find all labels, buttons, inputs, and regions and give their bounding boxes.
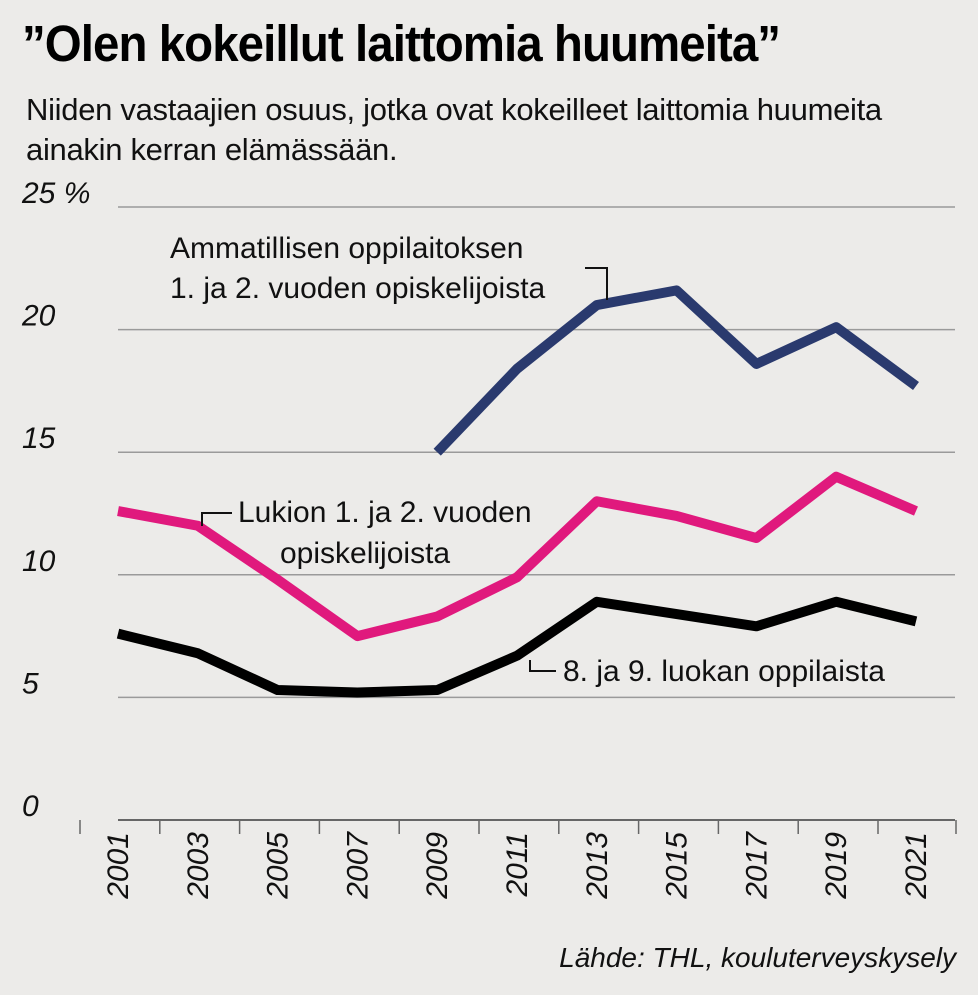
series-label-lukio: opiskelijoista bbox=[280, 537, 450, 570]
gridlines bbox=[118, 206, 955, 821]
x-tick-label: 2017 bbox=[740, 831, 773, 900]
x-axis-ticks: 2001 2003 2005 2007 2009 2011 2013 2015 2017 2019… bbox=[79, 820, 957, 900]
x-tick-label: 2009 bbox=[421, 832, 454, 900]
x-tick-label: 2019 bbox=[820, 832, 853, 900]
y-tick-label: 25 % bbox=[21, 177, 90, 210]
series-line-peruskoulu bbox=[116, 596, 918, 698]
y-tick-label: 5 bbox=[22, 667, 39, 700]
leader-peruskoulu bbox=[529, 660, 556, 672]
x-tick-label: 2005 bbox=[262, 832, 295, 900]
source-note: Lähde: THL, kouluterveyskysely bbox=[559, 942, 956, 973]
series-line-lukio bbox=[117, 471, 918, 642]
leader-lukio bbox=[201, 512, 232, 526]
chart-title: ”Olen kokeillut laittomia huumeita” bbox=[22, 15, 781, 72]
x-tick-label: 2015 bbox=[661, 832, 694, 900]
series-lines bbox=[116, 285, 919, 698]
series-label-ammatillinen: 1. ja 2. vuoden opiskelijoista bbox=[170, 272, 546, 305]
x-tick-label: 2013 bbox=[581, 832, 614, 900]
y-tick-label: 0 bbox=[22, 790, 39, 823]
leader-ammatillinen bbox=[585, 267, 608, 300]
chart-subtitle: Niiden vastaajien osuus, jotka ovat koke… bbox=[26, 92, 882, 167]
series-label-lukio: Lukion 1. ja 2. vuoden bbox=[238, 496, 532, 529]
series-line-ammatillinen bbox=[433, 285, 919, 456]
x-tick-label: 2007 bbox=[341, 831, 374, 900]
y-tick-label: 15 bbox=[22, 422, 56, 455]
x-tick-label: 2011 bbox=[501, 832, 534, 898]
y-tick-label: 20 bbox=[21, 300, 56, 333]
x-tick-label: 2021 bbox=[900, 832, 933, 900]
x-tick-label: 2003 bbox=[182, 832, 215, 900]
x-tick-label: 2001 bbox=[102, 832, 135, 900]
series-label-ammatillinen: Ammatillisen oppilaitoksen bbox=[170, 232, 524, 265]
y-axis-ticks: 0 5 10 15 20 25 % bbox=[21, 177, 90, 823]
series-labels: Ammatillisen oppilaitoksen 1. ja 2. vuode… bbox=[170, 232, 885, 688]
series-label-peruskoulu: 8. ja 9. luokan oppilaista bbox=[563, 655, 885, 688]
y-tick-label: 10 bbox=[22, 545, 56, 578]
